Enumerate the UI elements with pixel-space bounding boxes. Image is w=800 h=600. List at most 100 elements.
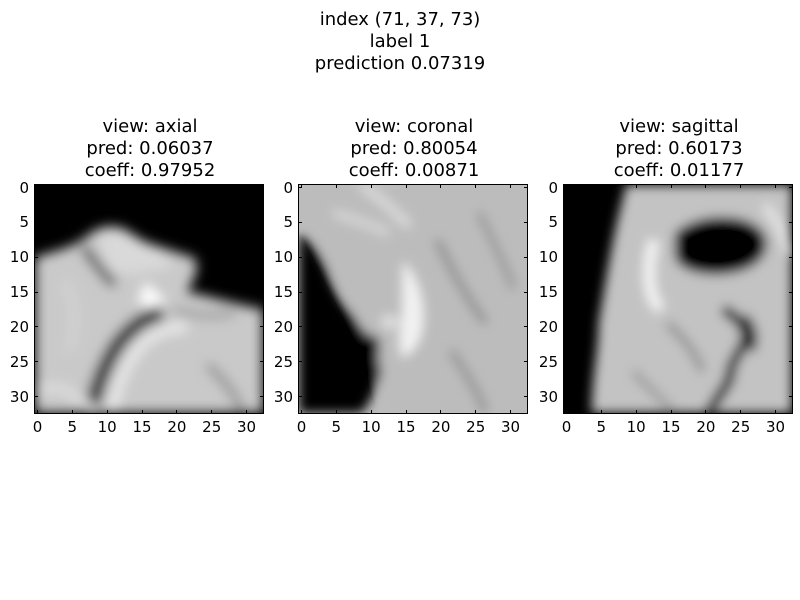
y-tick-mark [563,396,567,397]
y-tick-label: 5 [528,214,558,230]
y-tick-label: 5 [0,214,29,230]
x-tick-label: 25 [726,419,756,435]
y-tick-label: 10 [0,249,29,265]
image-sagittal [563,184,793,414]
x-tick-label: 0 [552,419,582,435]
x-tick-mark [107,410,108,414]
panel-title-sagittal: view: sagittal pred: 0.60173 coeff: 0.01… [533,116,800,182]
x-tick-mark [671,410,672,414]
x-tick-mark [107,184,108,188]
y-tick-label: 10 [263,249,293,265]
panel-title-view: view: axial [4,116,296,138]
panel-title-pred: pred: 0.60173 [533,138,800,160]
x-tick-label: 20 [426,419,456,435]
x-tick-mark [510,410,511,414]
x-tick-label: 15 [127,419,157,435]
x-tick-label: 0 [287,419,317,435]
x-tick-mark [705,410,706,414]
y-tick-label: 30 [0,389,29,405]
x-tick-mark [601,410,602,414]
x-tick-label: 30 [232,419,262,435]
x-tick-mark [301,410,302,414]
x-tick-mark [336,184,337,188]
y-tick-label: 25 [0,354,29,370]
x-tick-mark [636,184,637,188]
x-tick-mark [740,184,741,188]
x-tick-mark [211,184,212,188]
x-tick-label: 0 [23,419,53,435]
y-tick-label: 15 [0,284,29,300]
y-tick-mark [563,326,567,327]
y-tick-mark [298,396,302,397]
y-tick-label: 5 [263,214,293,230]
panel-title-pred: pred: 0.80054 [268,138,560,160]
y-tick-mark [34,326,38,327]
y-tick-mark [298,257,302,258]
x-tick-label: 5 [586,419,616,435]
y-tick-mark [563,257,567,258]
x-tick-mark [406,184,407,188]
panel-title-pred: pred: 0.06037 [4,138,296,160]
panel-title-coronal: view: coronal pred: 0.80054 coeff: 0.008… [268,116,560,182]
x-tick-mark [510,184,511,188]
x-tick-mark [336,410,337,414]
x-tick-mark [72,184,73,188]
panel-title-view: view: coronal [268,116,560,138]
x-tick-label: 20 [162,419,192,435]
x-tick-label: 30 [496,419,526,435]
y-tick-label: 30 [263,389,293,405]
x-tick-label: 25 [197,419,227,435]
panel-coronal: view: coronal pred: 0.80054 coeff: 0.008… [298,0,530,440]
x-tick-mark [371,184,372,188]
panel-title-coeff: coeff: 0.00871 [268,160,560,182]
y-tick-mark [34,292,38,293]
x-tick-label: 5 [321,419,351,435]
x-tick-mark [406,410,407,414]
x-tick-mark [211,410,212,414]
y-tick-mark [34,222,38,223]
panel-title-view: view: sagittal [533,116,800,138]
y-tick-mark [789,326,793,327]
x-tick-mark [37,184,38,188]
y-tick-label: 25 [528,354,558,370]
y-tick-label: 15 [528,284,558,300]
panel-title-coeff: coeff: 0.97952 [4,160,296,182]
y-tick-label: 20 [263,319,293,335]
y-tick-label: 20 [0,319,29,335]
y-tick-mark [34,361,38,362]
x-tick-mark [72,410,73,414]
panel-sagittal: view: sagittal pred: 0.60173 coeff: 0.01… [563,0,795,440]
y-tick-label: 20 [528,319,558,335]
x-tick-label: 30 [761,419,791,435]
x-tick-mark [775,410,776,414]
image-coronal [298,184,528,414]
x-tick-mark [142,410,143,414]
x-tick-mark [705,184,706,188]
y-tick-mark [563,222,567,223]
panel-axial: view: axial pred: 0.06037 coeff: 0.97952 [34,0,266,440]
y-tick-mark [789,187,793,188]
x-tick-mark [475,184,476,188]
image-axial [34,184,264,414]
y-tick-mark [298,326,302,327]
x-tick-mark [246,184,247,188]
y-tick-mark [789,361,793,362]
y-tick-label: 15 [263,284,293,300]
x-tick-mark [246,410,247,414]
x-tick-label: 25 [461,419,491,435]
y-tick-mark [563,292,567,293]
x-tick-mark [601,184,602,188]
y-tick-mark [298,361,302,362]
x-tick-mark [775,184,776,188]
x-tick-mark [176,410,177,414]
y-tick-label: 30 [528,389,558,405]
plot-axial: 0 5 10 15 20 25 30 0 5 10 15 20 25 30 [34,184,264,414]
x-tick-mark [475,410,476,414]
y-tick-label: 10 [528,249,558,265]
plot-coronal: 0 5 10 15 20 25 30 0 5 10 15 20 25 30 [298,184,528,414]
x-tick-label: 10 [356,419,386,435]
panel-title-coeff: coeff: 0.01177 [533,160,800,182]
x-tick-mark [440,184,441,188]
panel-title-axial: view: axial pred: 0.06037 coeff: 0.97952 [4,116,296,182]
y-tick-mark [789,292,793,293]
